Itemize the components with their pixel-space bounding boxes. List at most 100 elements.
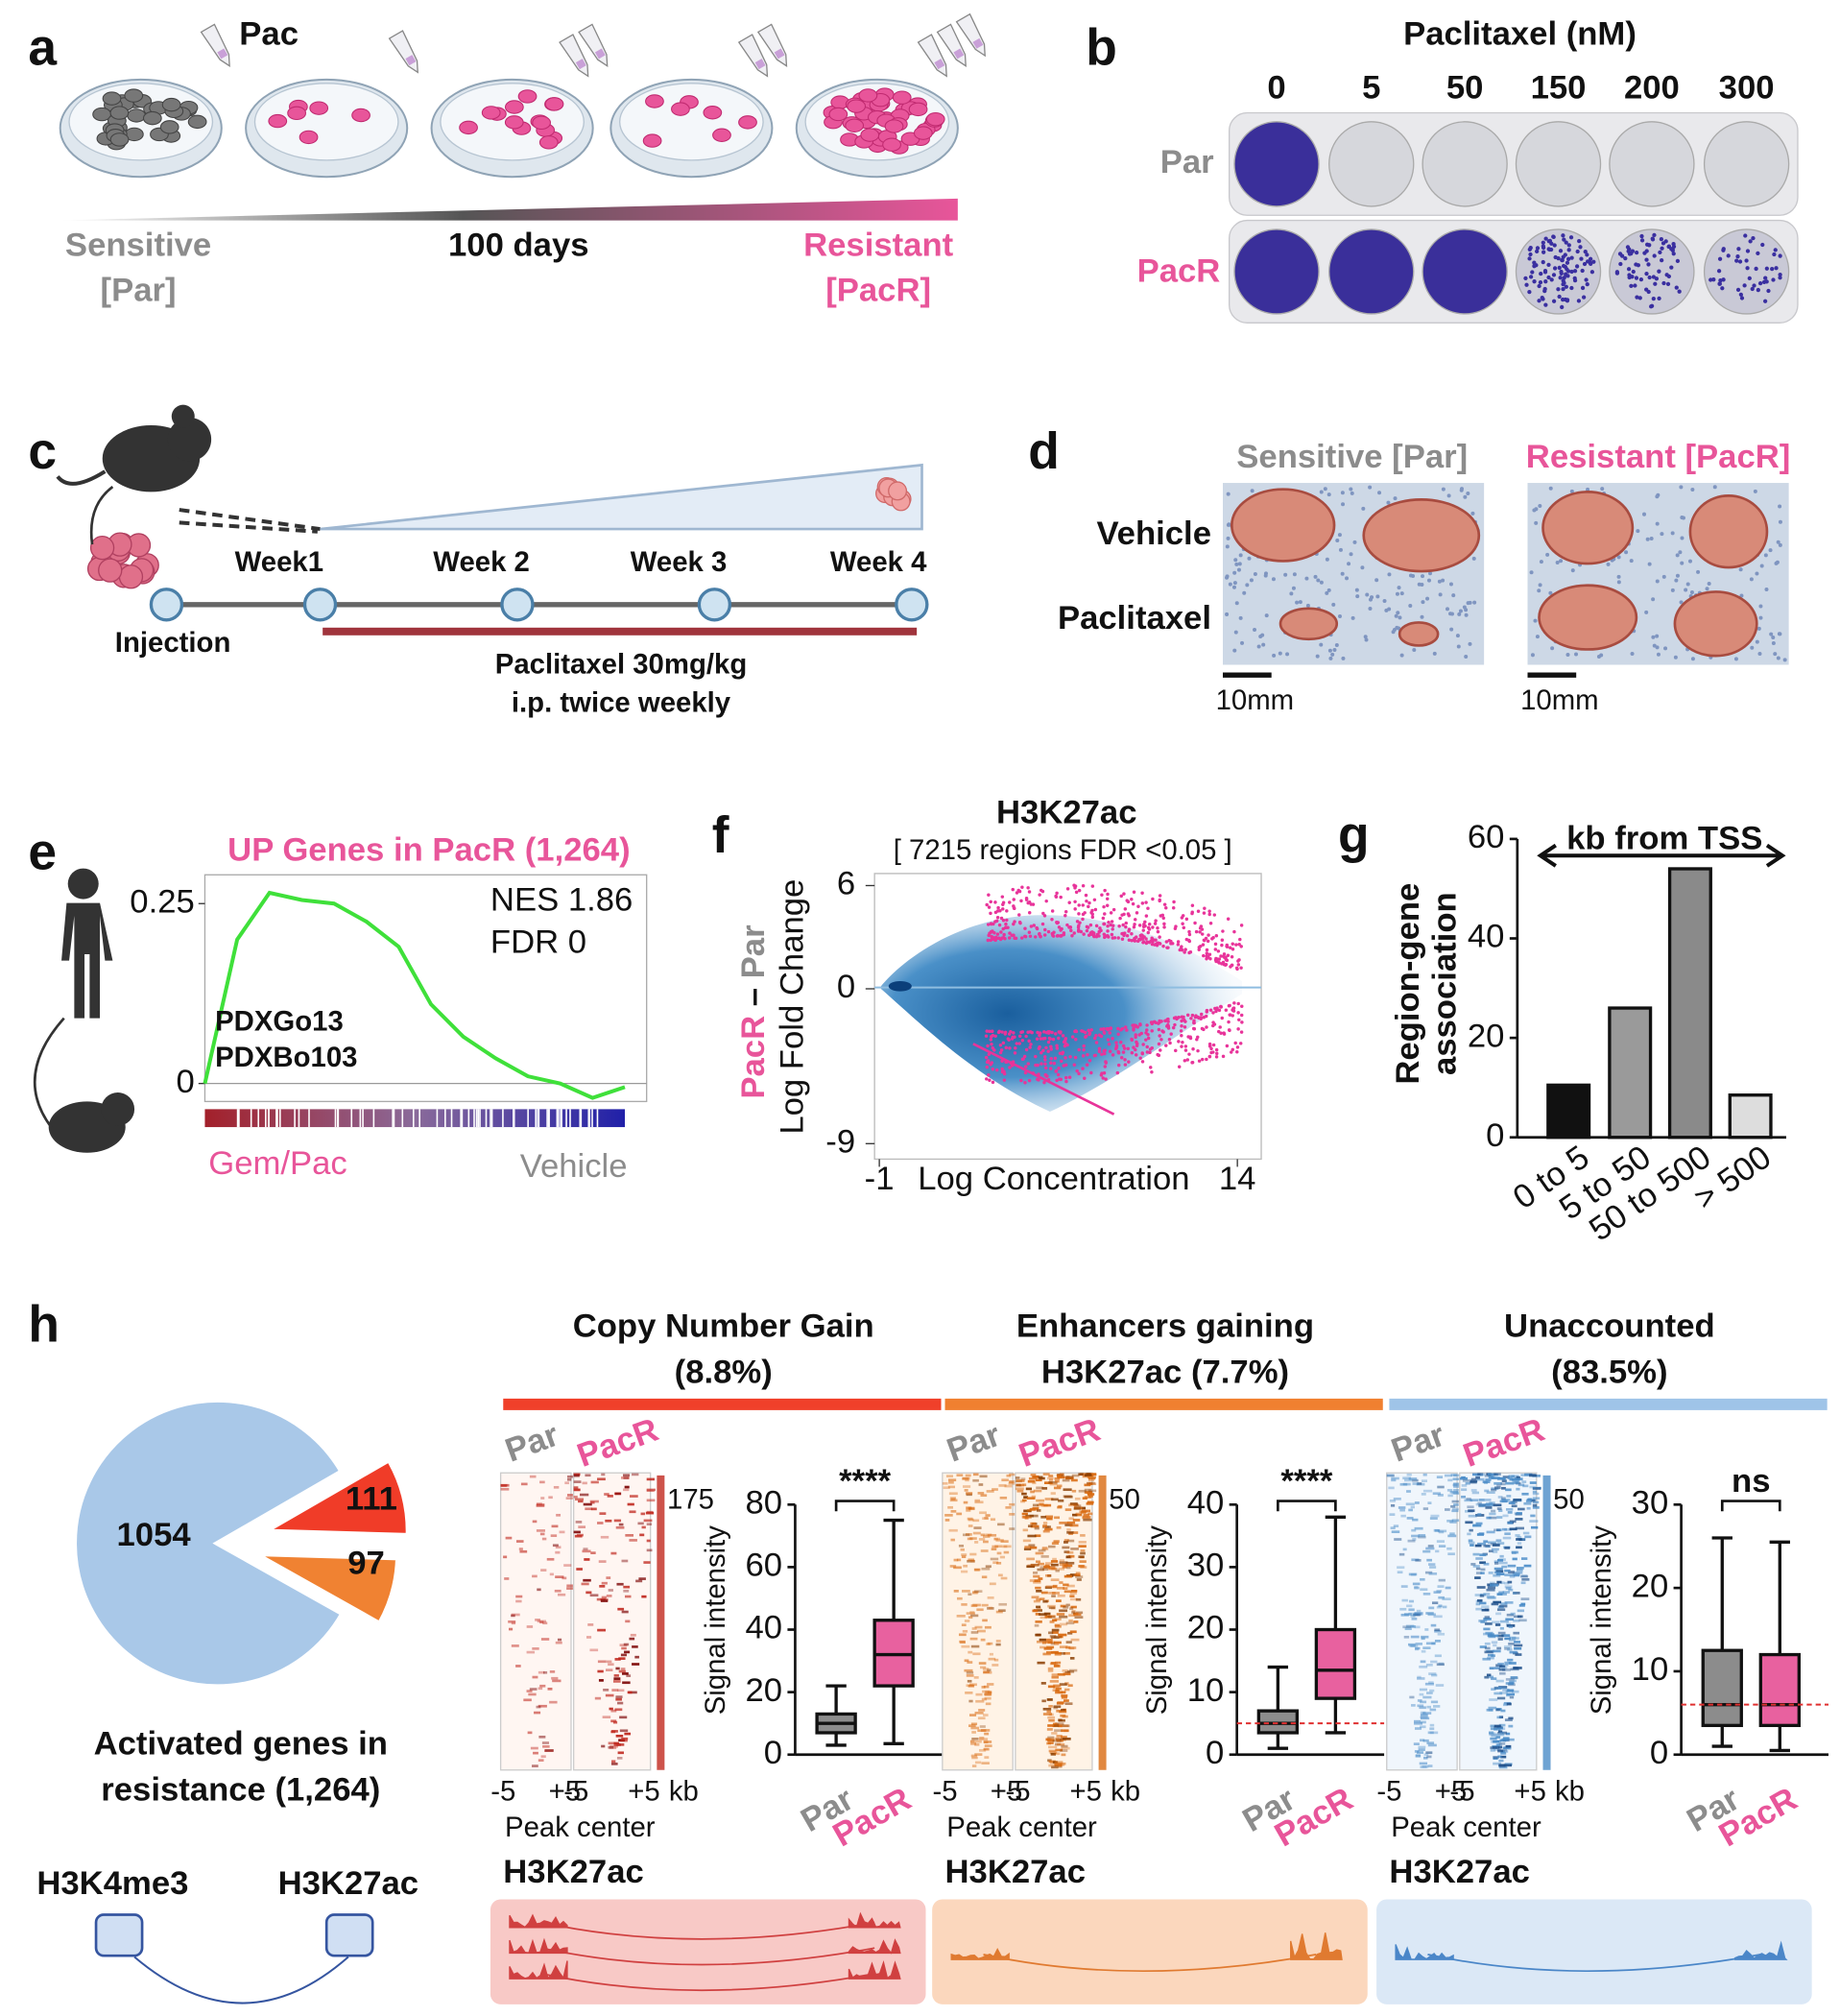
heatmap-signal <box>1087 1476 1097 1479</box>
heatmap-signal <box>1491 1677 1497 1680</box>
sample-label: PDXGo13 <box>215 1006 344 1038</box>
diff-region <box>1150 936 1154 940</box>
photo-texture <box>1323 487 1327 492</box>
heatmap-signal <box>1493 1600 1502 1604</box>
heatmap-signal <box>983 1685 990 1689</box>
heatmap-signal <box>618 1657 626 1660</box>
heatmap-signal <box>625 1620 631 1623</box>
heatmap-signal <box>997 1573 1003 1577</box>
well <box>1515 228 1602 315</box>
diff-region <box>1106 892 1110 897</box>
diff-region <box>1136 904 1140 909</box>
photo-texture <box>1338 547 1343 552</box>
heatmap-signal <box>1447 1478 1453 1482</box>
heatmap-signal <box>970 1742 976 1745</box>
diff-region <box>1101 1076 1105 1080</box>
heatmap-signal <box>1505 1587 1512 1590</box>
tumor <box>1538 584 1638 651</box>
heatmap-signal <box>1487 1541 1496 1545</box>
heatmap-signal <box>1506 1622 1512 1626</box>
diff-region <box>1205 951 1209 955</box>
heatmap-signal <box>1422 1549 1431 1553</box>
heatmap-signal <box>968 1506 975 1510</box>
diff-region <box>1011 1035 1015 1040</box>
timeline-node <box>895 588 929 622</box>
heatmap-signal <box>617 1701 624 1705</box>
heatmap-signal <box>1059 1609 1068 1613</box>
diff-region <box>985 902 989 907</box>
photo-texture <box>1328 656 1333 660</box>
photo-texture <box>1470 511 1475 516</box>
heatmap-signal <box>1487 1653 1494 1657</box>
heatmap-signal <box>989 1652 993 1656</box>
heatmap-signal <box>550 1534 558 1538</box>
colony <box>1524 282 1529 287</box>
heatmap-signal <box>608 1663 614 1667</box>
diff-region <box>1132 890 1136 895</box>
diff-region <box>1185 1013 1190 1018</box>
photo-texture <box>1616 580 1621 585</box>
heatmap-signal <box>1047 1716 1056 1719</box>
diff-region <box>1076 925 1081 929</box>
heatmap-signal <box>1481 1608 1490 1612</box>
diff-region <box>1046 1031 1051 1035</box>
heatmap-signal <box>1072 1519 1081 1522</box>
photo-texture <box>1771 640 1776 645</box>
heatmap-signal <box>620 1739 628 1742</box>
heatmap-signal <box>538 1735 546 1739</box>
heatmap-signal <box>1468 1514 1477 1518</box>
diff-region <box>1147 922 1152 926</box>
heatmap-signal <box>1465 1521 1473 1524</box>
diff-region <box>1238 937 1242 942</box>
diff-region <box>1214 1008 1219 1012</box>
heatmap-signal <box>1414 1613 1422 1616</box>
pie-slice <box>255 1455 411 1539</box>
colony <box>1541 240 1545 245</box>
heatmap-signal <box>1026 1497 1036 1500</box>
photo-texture <box>1449 627 1454 632</box>
diff-region <box>1131 901 1135 906</box>
heatmap-signal <box>1082 1497 1087 1500</box>
photo-texture <box>1755 571 1759 576</box>
heatmap-signal <box>1054 1516 1061 1520</box>
heatmap-signal <box>1453 1482 1459 1486</box>
diff-region <box>1043 1066 1048 1070</box>
diff-region <box>1042 933 1047 937</box>
diff-region <box>1111 924 1115 927</box>
heatmap-signal <box>573 1530 581 1534</box>
heatmap-signal <box>1046 1650 1053 1654</box>
heatmap-signal <box>1075 1611 1084 1615</box>
diff-region <box>1184 917 1189 922</box>
heatmap-signal <box>1051 1631 1059 1634</box>
colony <box>1734 258 1739 263</box>
heatmap-signal <box>1065 1621 1075 1625</box>
heatmap-signal <box>1397 1571 1403 1574</box>
heatmap-signal <box>1438 1604 1443 1608</box>
heatmap-signal <box>1420 1714 1428 1716</box>
heatmap-signal <box>1501 1739 1509 1741</box>
diff-region <box>1130 939 1134 943</box>
heatmap-signal <box>1035 1620 1042 1623</box>
heatmap-signal <box>1511 1477 1520 1481</box>
heatmap-signal <box>1074 1616 1084 1619</box>
diff-region <box>1064 1075 1068 1080</box>
photo-texture <box>1660 532 1664 537</box>
heatmap-signal <box>968 1524 973 1527</box>
heatmap-signal <box>1508 1625 1514 1628</box>
diff-region <box>1116 1063 1121 1068</box>
heatmap-signal <box>1451 1519 1460 1523</box>
heatmap-signal <box>1054 1540 1060 1543</box>
heatmap-signal <box>968 1616 973 1620</box>
heatmap-signal <box>983 1540 989 1544</box>
heatmap-signal <box>1496 1580 1502 1584</box>
diff-region <box>985 1077 989 1081</box>
diff-region <box>1198 926 1203 930</box>
colony <box>1657 269 1661 274</box>
heatmap-signal <box>555 1550 561 1554</box>
heatmap-signal <box>1461 1488 1468 1492</box>
diff-region <box>1221 1054 1226 1059</box>
heatmap-signal <box>1517 1536 1522 1539</box>
heatmap-signal <box>1498 1686 1508 1689</box>
diff-region <box>1141 928 1146 932</box>
colony <box>1582 261 1588 267</box>
